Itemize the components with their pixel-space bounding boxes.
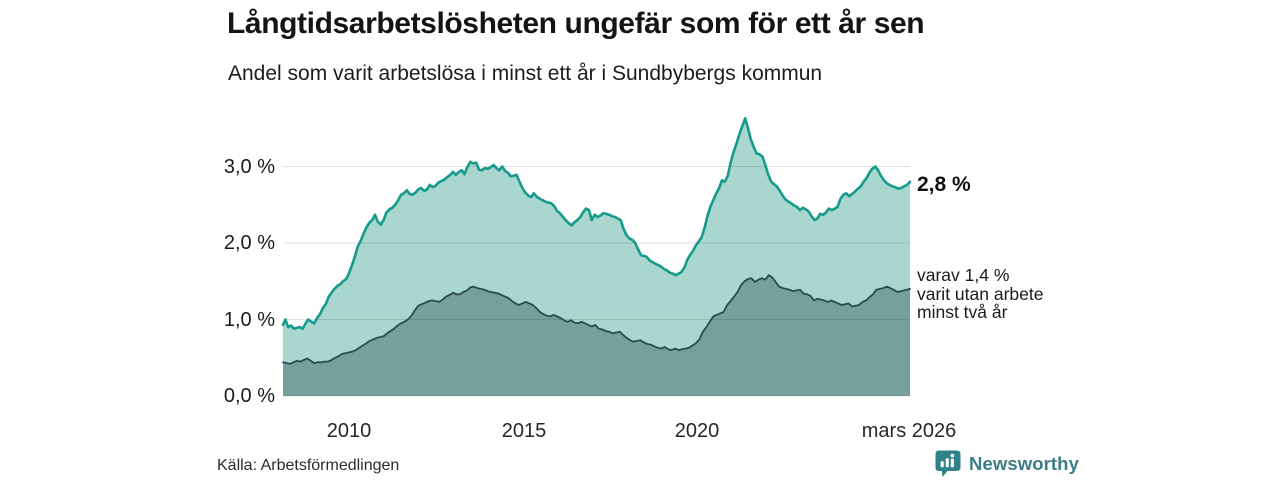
y-tick-0: 0,0 % xyxy=(223,385,275,407)
y-tick-1: 1,0 % xyxy=(223,309,275,331)
unemployed-min-two-years-area xyxy=(283,275,910,396)
breakdown-line-3: minst två år xyxy=(917,302,1008,323)
breakdown-line-1: varav 1,4 % xyxy=(917,265,1010,285)
page-title: Långtidsarbetslösheten ungefär som för e… xyxy=(227,7,925,40)
breakdown-annotation: varav 1,4 % varit utan arbete minst två … xyxy=(917,266,1043,322)
breakdown-line-2: varit utan arbete xyxy=(917,283,1044,304)
y-tick-2: 2,0 % xyxy=(223,232,275,254)
x-tick-2015: 2015 xyxy=(501,420,547,442)
newsworthy-speech-bubble-chart-icon xyxy=(934,449,962,480)
source-credit: Källa: Arbetsförmedlingen xyxy=(217,457,400,474)
newsworthy-wordmark: Newsworthy xyxy=(969,453,1079,474)
x-tick-2010: 2010 xyxy=(326,420,372,442)
unemployed-min-two-years-line xyxy=(282,274,911,365)
x-tick-mars-2026: mars 2026 xyxy=(861,420,957,442)
chart-subtitle: Andel som varit arbetslösa i minst ett å… xyxy=(228,62,823,85)
x-tick-2020: 2020 xyxy=(674,420,720,442)
newsworthy-logo: Newsworthy xyxy=(934,449,1079,480)
latest-value-label: 2,8 % xyxy=(917,173,971,196)
y-tick-3: 3,0 % xyxy=(223,156,275,178)
unemployed-min-one-year-line xyxy=(281,117,912,330)
